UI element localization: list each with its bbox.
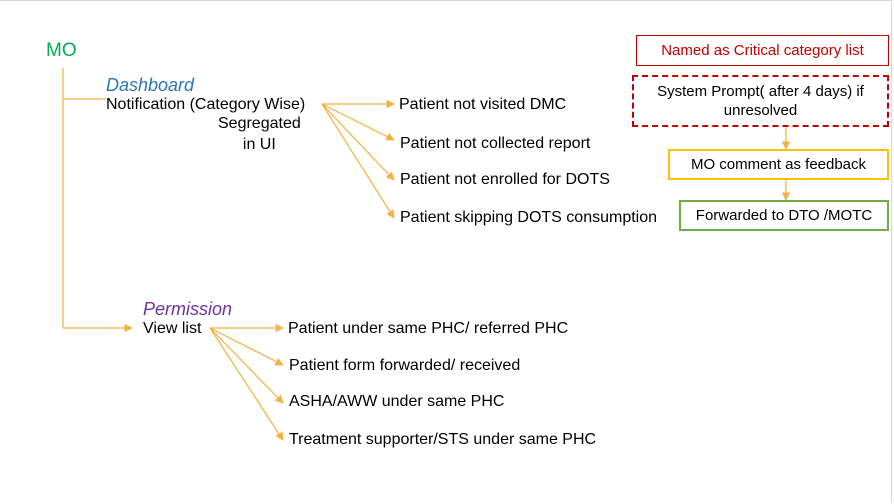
notif-arrow-3 [321,103,395,181]
dashboard-section-label: Dashboard [106,75,195,95]
permission-item-3: ASHA/AWW under same PHC [289,393,505,410]
view-arrow-2 [209,327,284,366]
forwarded-box: Forwarded to DTO /MOTC [679,200,889,231]
critical-list-box: Named as Critical category list [636,35,889,66]
permission-section-label: Permission [143,299,233,319]
dashboard-item-4: Patient skipping DOTS consumption [400,209,658,226]
permission-item-4: Treatment supporter/STS under same PHC [289,431,597,448]
notif-arrow-2 [321,103,395,141]
notif-arrow-4 [321,103,395,219]
view-arrow-4 [209,327,284,441]
view-arrow-3 [209,327,284,404]
dashboard-item-3: Patient not enrolled for DOTS [400,171,610,188]
notification-label: Notification (Category Wise) [106,96,306,113]
dashboard-item-1: Patient not visited DMC [399,96,567,113]
segregated-note: Segregated in UI [218,115,301,153]
root-label: MO [46,40,77,61]
dashboard-item-2: Patient not collected report [400,135,591,152]
permission-item-1: Patient under same PHC/ referred PHC [288,320,569,337]
permission-item-2: Patient form forwarded/ received [289,357,521,374]
mo-comment-box: MO comment as feedback [668,149,889,180]
system-prompt-box: System Prompt( after 4 days) if unresolv… [632,75,889,127]
view-list-label: View list [143,320,202,337]
